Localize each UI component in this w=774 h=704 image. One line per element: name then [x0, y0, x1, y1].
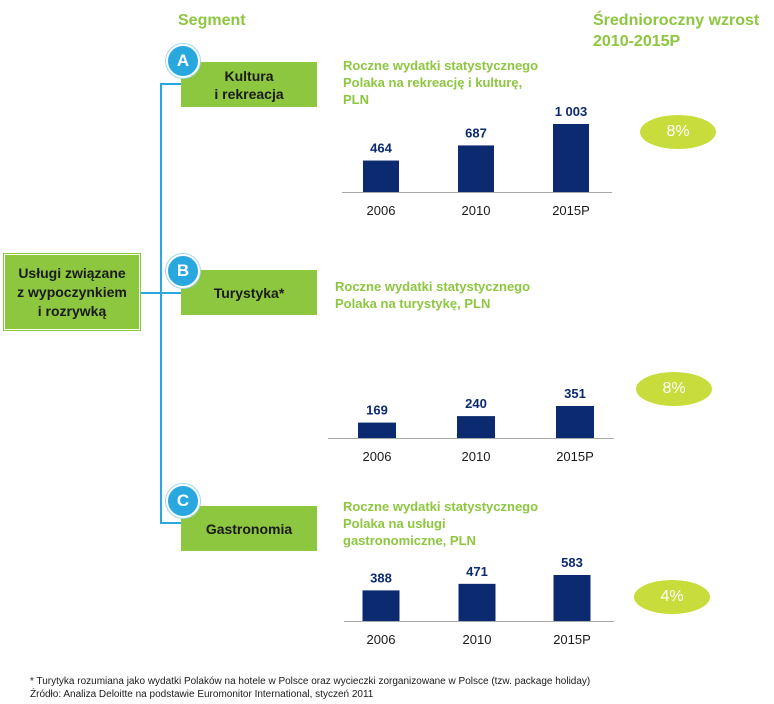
chart-c-category-label-2015P: 2015P — [553, 632, 591, 647]
chart-c-bar-2015P — [553, 575, 591, 621]
chart-c-category-label-2010: 2010 — [463, 632, 492, 647]
chart-a-bar-2010 — [458, 145, 494, 192]
chart-c-bar-2010 — [458, 583, 496, 621]
root-category-label: Usługi związane z wypoczynkiem i rozrywk… — [17, 264, 127, 319]
segment-box-c: Gastronomia — [181, 506, 317, 551]
tree-connector-a — [160, 83, 182, 85]
chart-c-category-label-2006: 2006 — [367, 632, 396, 647]
growth-pill-b: 8% — [636, 372, 712, 406]
segment-header: Segment — [178, 12, 246, 29]
chart-a-bar-2006 — [363, 160, 399, 192]
growth-header-line2: 2010-2015P — [593, 33, 681, 50]
chart-b-category-label-2006: 2006 — [363, 449, 392, 464]
root-category-box: Usługi związane z wypoczynkiem i rozrywk… — [4, 254, 140, 330]
chart-b-value-label-2015P: 351 — [564, 386, 586, 401]
chart-b-bar-2006 — [358, 422, 396, 438]
chart-a-value-label-2015P: 1 003 — [555, 104, 588, 119]
growth-header-line1: Średnioroczny wzrost — [593, 12, 760, 29]
chart-a-bar-2015P — [553, 124, 589, 192]
segment-box-a: Kultura i rekreacja — [181, 62, 317, 107]
chart-a-category-label-2010: 2010 — [462, 203, 491, 218]
footnote-text: * Turytyka rozumiana jako wydatki Polakó… — [30, 676, 591, 687]
tree-connector-c — [160, 522, 182, 524]
chart-b-value-label-2006: 169 — [366, 403, 388, 418]
chart-c-bar-2006 — [362, 590, 400, 621]
chart-c-value-label-2015P: 583 — [561, 555, 583, 570]
chart-b-value-label-2010: 240 — [465, 396, 487, 411]
growth-pill-c: 4% — [634, 580, 710, 614]
tree-root-connector — [138, 292, 182, 294]
chart-b-bar-2015P — [556, 406, 594, 438]
chart-b-category-label-2015P: 2015P — [556, 449, 594, 464]
segment-badge-c: C — [166, 484, 200, 518]
chart-a-category-label-2015P: 2015P — [552, 203, 590, 218]
chart-a-value-label-2010: 687 — [465, 125, 487, 140]
segment-label-c: Gastronomia — [205, 520, 293, 537]
growth-pill-a: 8% — [640, 115, 716, 149]
chart-title-b: Roczne wydatki statystycznego Polaka na … — [335, 279, 531, 311]
segment-badge-b: B — [166, 254, 200, 288]
chart-a-category-label-2006: 2006 — [367, 203, 396, 218]
chart-c-value-label-2006: 388 — [370, 570, 392, 585]
chart-title-a: Roczne wydatki statystycznego Polaka na … — [343, 58, 539, 107]
segment-label-b: Turystyka* — [213, 284, 285, 301]
tree-vertical-line — [160, 83, 162, 523]
segment-label-a: Kultura i rekreacja — [214, 67, 284, 102]
chart-a-value-label-2006: 464 — [370, 141, 392, 156]
segment-box-b: Turystyka* — [181, 270, 317, 315]
chart-title-c: Roczne wydatki statystycznego Polaka na … — [343, 499, 539, 548]
source-text: Źródło: Analiza Deloitte na podstawie Eu… — [30, 689, 374, 700]
chart-b-category-label-2010: 2010 — [462, 449, 491, 464]
chart-c-value-label-2010: 471 — [466, 564, 488, 579]
chart-b-bar-2010 — [457, 416, 495, 438]
segment-badge-a: A — [166, 44, 200, 78]
